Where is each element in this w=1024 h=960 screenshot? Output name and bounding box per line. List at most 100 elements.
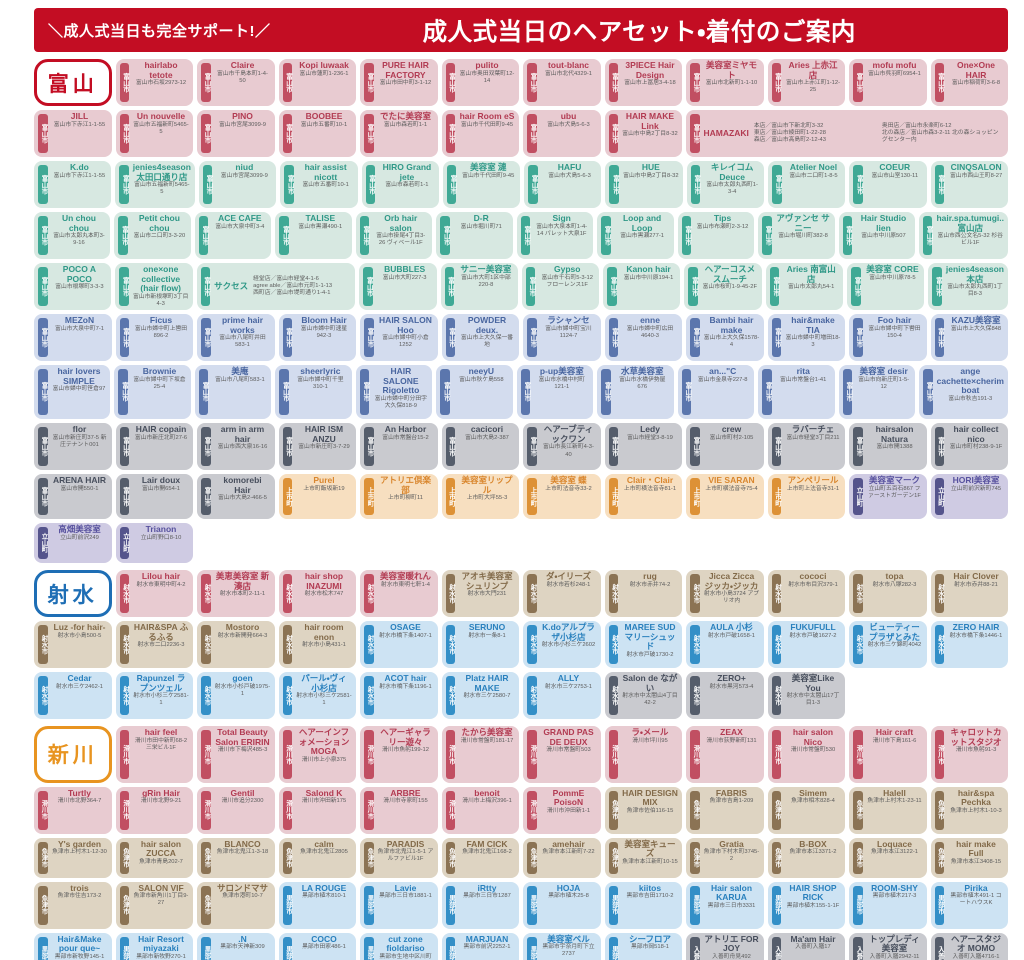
salon-address-block: 富山市経堂3-8-19 (627, 435, 673, 469)
salon-address-block: 滑川市寺家町155 (383, 798, 427, 832)
salon-address: 富山市水橋中村町121-1 (538, 376, 585, 390)
salon-address-block: 黒部市三日市1287 (463, 893, 511, 927)
salon-card-body: HAIR SALONE Rigoletto 富山市婦中町分田字大久保818-9 (371, 366, 430, 417)
salon-name: ALLY (557, 673, 580, 684)
salon-card: 射水市 ZERO+ 射水市黒河573-4 (686, 672, 764, 720)
salon-address-block: 滑川市下島161-6 (873, 738, 917, 781)
city-tab: 富山市 (119, 318, 129, 358)
salon-card: 黒部市 iRtty 黒部市三日市1287 (441, 881, 519, 929)
salon-address: 富山市新庄北町27-6 (134, 434, 188, 441)
salon-card-body: ヘアーインフォメーション MOGA 滑川市上小泉375 (294, 727, 354, 781)
city-tab: 立山町 (853, 478, 863, 516)
city-tab: 黒部市 (934, 885, 944, 925)
salon-address-block: 富山市八尾町583-1 (215, 377, 265, 418)
salon-name: 高畑美容室 (58, 524, 101, 535)
city-tab: 富山市 (528, 165, 538, 205)
salon-card: 富山市 hair Room eS 富山市千代田町9-45 (441, 110, 519, 158)
salon-card-body: Aries 南富山店 富山市太郎丸54-1 (781, 264, 841, 308)
salon-card: 富山市 Hair Studio lien 富山市中川原507 (838, 212, 915, 260)
salon-address-block: 滑川市沖田新175 (302, 798, 346, 832)
salon-card: 富山市 jenies4season 本店 富山市太郎丸西町1丁目8-3 (928, 263, 1008, 311)
salon-address-block: 富山市二口町3-3-20 (134, 233, 186, 257)
salon-address-block: 魚津市本江3408-15 (951, 859, 1001, 876)
salon-card: 富山市 Gypso 富山市千石町5-3-12 フローレンス1F (521, 263, 600, 311)
salon-directory: 富山 富山市 hairlabo tetote 富山市石坂2973-12 富山市 Clair… (34, 59, 1008, 960)
salon-card: 富山市 One×One HAIR 富山市稲荷町3-6-8 (930, 59, 1008, 107)
salon-card-body: Cedar 射水市三ケ2462-1 (50, 674, 110, 717)
city-tab: 富山市 (527, 63, 537, 103)
salon-name: Hair Clover (953, 571, 999, 582)
salon-name: hair.spa.tumugi.. 富山店 (936, 213, 1004, 233)
salon-card: 射水市 Hair Clover 射水市赤井88-21 (930, 570, 1008, 618)
salon-card-body: JILL 富山市下赤江1-1-55 (50, 111, 110, 155)
salon-card: 滑川市 gRin Hair 滑川市北野9-21 (115, 786, 193, 834)
salon-card-body: HIRO Grand jete 富山市森若町1-1 (377, 162, 437, 206)
salon-address: 富山市大泉中町3-4 (215, 223, 265, 230)
salon-address: 富山市黒瀬277-1 (620, 233, 665, 240)
salon-name: ヘアーブティックワン (543, 424, 594, 444)
salon-address-block: 富山市婦中町下坂倉25-4 (132, 377, 187, 418)
salon-card-body: FABRIS 魚津市吉島1-209 (702, 788, 762, 832)
salon-address: 射水市小杉三ケ2581-1 (133, 693, 189, 707)
city-tab: 射水市 (527, 625, 537, 665)
salon-address: 上市町飯坂新19 (303, 485, 345, 492)
salon-address: 射水市赤井74-2 (629, 581, 671, 588)
salon-card-body: COEUR 富山市山室130-11 (865, 163, 925, 206)
salon-address: 富山市八尾町井田583-1 (219, 335, 266, 349)
salon-address-block: 滑川市沖田新1-1 (547, 808, 590, 832)
salon-card: 滑川市 ヘアーインフォメーション MOGA 滑川市上小泉375 (278, 726, 356, 783)
salon-name: POWDER deux. (467, 315, 507, 335)
salon-address: 射水市布目沢379-1 (788, 581, 838, 588)
city-tab: 富山市 (608, 63, 618, 103)
salon-address-block: 富山市五福新町5465-5 (133, 182, 191, 206)
salon-address: 富山市五番町10-1 (302, 182, 349, 189)
city-tab: 富山市 (601, 369, 611, 416)
city-tab: 富山市 (38, 427, 48, 467)
salon-name: ヘアーインフォメーション MOGA (298, 727, 350, 757)
salon-card-body: HAMAZAKI 本店／富山市下新北町3-32 東店／富山市綾田町1-22-28 森店… (702, 112, 1007, 155)
salon-card: 富山市 komorebi Hair 富山市大島2-466-5 (197, 474, 275, 520)
salon-card: 富山市 キレイコムDeuce 富山市太郎丸西町1-3-4 (686, 161, 765, 209)
salon-address: 富山市開654-1 (141, 485, 180, 492)
salon-name: JILL (70, 111, 89, 122)
salon-card-body: 美容室マーク 立山町五百石867 ファーストガーデン1F (865, 476, 925, 517)
salon-address: 富山市太郎丸西町1-3-4 (706, 182, 758, 196)
salon-address-block: 射水市東明七軒1-4 (381, 582, 430, 616)
salon-address-block: 魚津市上村木1-23-11 (867, 798, 921, 832)
salon-card: 魚津市 SALON VIF 魚津市新角川1丁目9-27 (115, 881, 193, 929)
salon-address-block: 射水市橋下条1407-1 (379, 633, 432, 667)
salon-card: 滑川市 hair salon Nico 滑川市常盤町530 (767, 726, 845, 783)
city-tab: 富山市 (445, 427, 455, 467)
salon-name: benoit (474, 787, 500, 798)
salon-card-body: HAIR copain 富山市新庄北町27-6 (131, 425, 191, 468)
salon-address-block: 富山市五福新町5465-5 (133, 122, 189, 156)
city-tab: 富山市 (922, 216, 933, 256)
city-tab: 富山市 (359, 369, 370, 416)
salon-address-block: 入善町入膳2942-11 (870, 954, 920, 960)
salon-card-body: サニー美容室 富山市大町1区中部220-8 (456, 265, 516, 308)
salon-card-body: ARBRE 滑川市寺家町155 (376, 788, 436, 832)
salon-card: 滑川市 Salond K 滑川市沖田新175 (278, 786, 356, 834)
salon-card-body: ラ・メール 滑川市坪川95 (620, 728, 680, 781)
salon-address: 富山市下赤江1-1-55 (53, 121, 106, 128)
salon-address: 魚津市上村木1-12-30 (52, 849, 107, 856)
salon-card-body: POCO A POCO 富山市根塚町3-3-3 (50, 264, 110, 308)
salon-name: Rapunzel ラプンツェル (136, 673, 186, 693)
salon-name: Clair・Clair (626, 475, 674, 486)
city-tab: 射水市 (771, 625, 781, 665)
salon-name: BOOBEE (305, 111, 343, 122)
salon-card: 射水市 MAREE SUD マリーシュッド 射水市戸破1730-2 (604, 621, 682, 669)
salon-name: Y's garden (57, 838, 102, 849)
salon-address-block: 射水市八塚282-3 (873, 582, 917, 616)
salon-card: 富山市 Un chou chou 富山市太郎丸本町3-9-16 (34, 212, 111, 260)
salon-card: 富山市 hair collect nico 富山市町村238-9-1F (930, 423, 1008, 471)
salon-card: 射水市 cococi 射水市布目沢379-1 (767, 570, 845, 618)
city-tab: 富山市 (201, 478, 211, 516)
salon-address-block: 富山市千石町5-3-12 フローレンス1F (539, 275, 595, 309)
salon-address-block: 富山市太郎丸西町1-3-4 (704, 182, 760, 206)
city-tab: 射水市 (38, 676, 48, 716)
salon-card: 魚津市 Simem 魚津市相木828-4 (767, 786, 845, 834)
salon-card: 滑川市 ラ・メール 滑川市坪川95 (604, 726, 682, 783)
salon-address: 滑川市坪川95 (632, 737, 668, 744)
salon-address: 黒部市植木491-1 コートハウスK (950, 893, 1002, 907)
